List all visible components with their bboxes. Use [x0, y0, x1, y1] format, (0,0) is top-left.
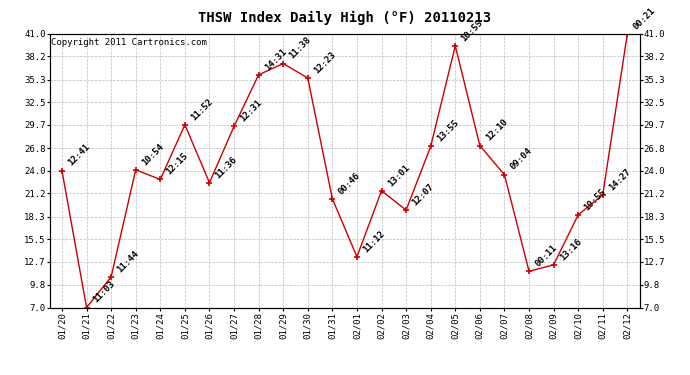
Text: 12:15: 12:15	[164, 152, 190, 177]
Text: 11:36: 11:36	[214, 154, 239, 180]
Text: 14:31: 14:31	[263, 46, 288, 72]
Text: 10:55: 10:55	[582, 187, 608, 212]
Text: 00:21: 00:21	[631, 6, 657, 31]
Text: 11:52: 11:52	[189, 97, 215, 122]
Text: 11:44: 11:44	[115, 249, 141, 274]
Text: 09:04: 09:04	[509, 147, 534, 172]
Text: 13:55: 13:55	[435, 118, 460, 144]
Text: 12:23: 12:23	[312, 50, 337, 75]
Text: 11:12: 11:12	[361, 229, 386, 254]
Text: 00:11: 00:11	[533, 243, 558, 268]
Text: 00:46: 00:46	[337, 171, 362, 196]
Text: 11:38: 11:38	[287, 35, 313, 61]
Text: Copyright 2011 Cartronics.com: Copyright 2011 Cartronics.com	[52, 38, 207, 47]
Text: 13:01: 13:01	[386, 163, 411, 188]
Text: 13:16: 13:16	[558, 237, 583, 262]
Text: 12:07: 12:07	[411, 182, 435, 207]
Text: 10:55: 10:55	[460, 18, 485, 43]
Text: 12:10: 12:10	[484, 117, 509, 143]
Text: 10:54: 10:54	[140, 142, 165, 167]
Text: 14:27: 14:27	[607, 166, 632, 192]
Text: 12:41: 12:41	[66, 142, 92, 168]
Text: 11:03: 11:03	[90, 279, 116, 305]
Text: 12:31: 12:31	[238, 98, 264, 124]
Text: THSW Index Daily High (°F) 20110213: THSW Index Daily High (°F) 20110213	[199, 11, 491, 26]
